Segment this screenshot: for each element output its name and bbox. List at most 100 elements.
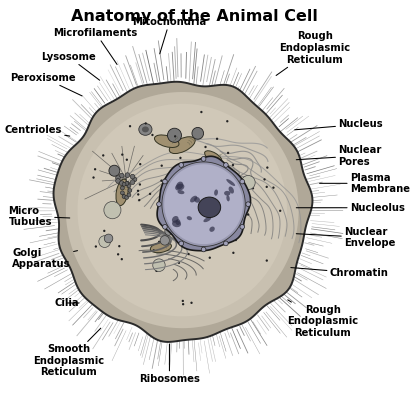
Ellipse shape bbox=[226, 179, 235, 186]
Ellipse shape bbox=[226, 195, 230, 201]
Circle shape bbox=[130, 180, 135, 184]
Circle shape bbox=[266, 186, 268, 188]
Circle shape bbox=[190, 302, 193, 304]
Circle shape bbox=[122, 195, 126, 199]
Polygon shape bbox=[164, 164, 243, 244]
Circle shape bbox=[160, 236, 169, 245]
Ellipse shape bbox=[176, 182, 183, 189]
Circle shape bbox=[201, 156, 206, 161]
Circle shape bbox=[165, 228, 173, 235]
Circle shape bbox=[156, 269, 158, 272]
Text: Mitochondria: Mitochondria bbox=[132, 17, 206, 54]
Ellipse shape bbox=[176, 219, 181, 225]
Circle shape bbox=[121, 191, 124, 195]
Circle shape bbox=[127, 193, 131, 197]
Circle shape bbox=[116, 179, 120, 183]
Circle shape bbox=[125, 181, 130, 186]
Ellipse shape bbox=[203, 217, 211, 222]
Circle shape bbox=[160, 179, 163, 182]
Circle shape bbox=[122, 194, 125, 196]
Circle shape bbox=[137, 193, 139, 196]
Text: Nucleus: Nucleus bbox=[295, 119, 383, 130]
Ellipse shape bbox=[194, 197, 200, 203]
Text: Smooth
Endoplasmic
Reticulum: Smooth Endoplasmic Reticulum bbox=[33, 328, 104, 378]
Circle shape bbox=[232, 252, 234, 254]
Circle shape bbox=[227, 152, 229, 154]
Text: Micro
Tubules: Micro Tubules bbox=[8, 205, 70, 227]
Polygon shape bbox=[78, 104, 287, 316]
Circle shape bbox=[121, 258, 123, 260]
Text: Centrioles: Centrioles bbox=[5, 125, 70, 136]
Ellipse shape bbox=[208, 200, 216, 208]
Ellipse shape bbox=[219, 223, 238, 240]
Circle shape bbox=[266, 166, 269, 169]
Circle shape bbox=[163, 179, 167, 184]
Circle shape bbox=[192, 128, 203, 139]
Circle shape bbox=[251, 181, 253, 184]
Circle shape bbox=[153, 259, 165, 271]
Ellipse shape bbox=[214, 190, 218, 196]
Circle shape bbox=[157, 202, 161, 207]
Circle shape bbox=[156, 270, 158, 272]
Text: Peroxisome: Peroxisome bbox=[10, 73, 82, 96]
Circle shape bbox=[158, 241, 160, 243]
Circle shape bbox=[116, 175, 120, 180]
Circle shape bbox=[226, 120, 229, 122]
Circle shape bbox=[237, 223, 239, 226]
Circle shape bbox=[94, 168, 96, 170]
Circle shape bbox=[266, 260, 268, 262]
Circle shape bbox=[149, 193, 151, 195]
Circle shape bbox=[139, 163, 141, 166]
Circle shape bbox=[237, 229, 240, 231]
Circle shape bbox=[179, 241, 183, 246]
Circle shape bbox=[121, 186, 124, 190]
Polygon shape bbox=[162, 162, 245, 246]
Ellipse shape bbox=[151, 242, 171, 253]
Text: Rough
Endoplasmic
Reticulum: Rough Endoplasmic Reticulum bbox=[287, 300, 358, 338]
Circle shape bbox=[122, 182, 126, 186]
Circle shape bbox=[99, 236, 111, 248]
Circle shape bbox=[145, 122, 147, 124]
Text: Microfilaments: Microfilaments bbox=[54, 28, 138, 64]
Ellipse shape bbox=[209, 227, 215, 232]
Circle shape bbox=[204, 146, 207, 148]
Circle shape bbox=[168, 128, 181, 142]
Circle shape bbox=[200, 111, 203, 113]
Circle shape bbox=[128, 188, 132, 192]
Circle shape bbox=[132, 177, 137, 182]
Circle shape bbox=[130, 174, 135, 179]
Ellipse shape bbox=[190, 196, 197, 202]
Circle shape bbox=[178, 261, 180, 264]
Text: Nucleolus: Nucleolus bbox=[296, 203, 405, 213]
Circle shape bbox=[139, 183, 141, 186]
Circle shape bbox=[216, 181, 226, 192]
Ellipse shape bbox=[116, 179, 128, 206]
Circle shape bbox=[109, 165, 120, 176]
Circle shape bbox=[119, 181, 124, 186]
Circle shape bbox=[102, 154, 104, 156]
Ellipse shape bbox=[198, 197, 221, 218]
Circle shape bbox=[104, 234, 113, 243]
Circle shape bbox=[279, 210, 281, 212]
Circle shape bbox=[119, 173, 124, 178]
Circle shape bbox=[126, 158, 128, 161]
Ellipse shape bbox=[175, 184, 184, 191]
Text: Nuclear
Envelope: Nuclear Envelope bbox=[296, 227, 395, 248]
Text: Ribosomes: Ribosomes bbox=[139, 344, 200, 384]
Circle shape bbox=[272, 186, 275, 189]
Circle shape bbox=[182, 300, 184, 302]
Circle shape bbox=[187, 253, 190, 255]
Circle shape bbox=[125, 196, 128, 199]
Text: Lysosome: Lysosome bbox=[41, 52, 100, 80]
Circle shape bbox=[151, 134, 153, 136]
Circle shape bbox=[247, 213, 249, 216]
Circle shape bbox=[182, 303, 184, 305]
Circle shape bbox=[179, 157, 181, 159]
Circle shape bbox=[240, 224, 244, 229]
Circle shape bbox=[208, 256, 211, 259]
Circle shape bbox=[241, 175, 255, 190]
Text: Golgi
Apparatus: Golgi Apparatus bbox=[13, 248, 78, 269]
Circle shape bbox=[161, 164, 163, 167]
Circle shape bbox=[153, 249, 155, 252]
Circle shape bbox=[174, 135, 176, 137]
